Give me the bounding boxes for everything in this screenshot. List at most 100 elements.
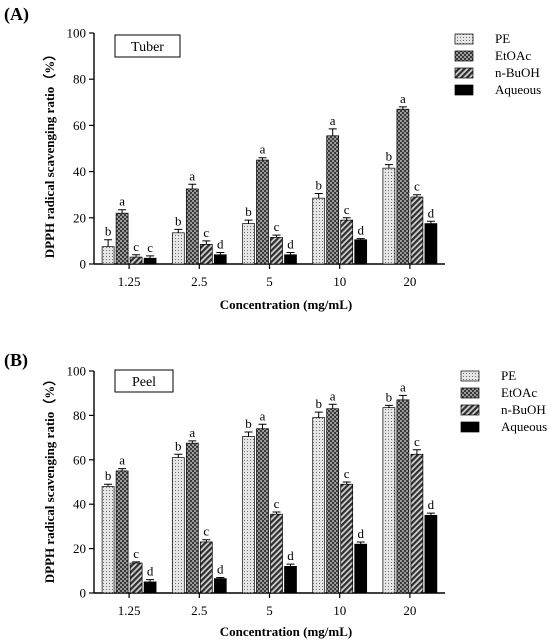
legend-label: Aqueous <box>501 419 547 434</box>
x-tick-label: 10 <box>333 603 346 618</box>
significance-letter: c <box>133 239 139 254</box>
x-tick-label: 20 <box>403 603 416 618</box>
error-bar <box>342 481 351 485</box>
significance-letter: a <box>260 142 266 157</box>
x-tick-label: 10 <box>333 274 346 289</box>
error-bar <box>286 563 295 567</box>
bar-etoac <box>185 188 199 265</box>
bar-pe <box>242 436 255 594</box>
significance-letter: a <box>260 408 266 423</box>
bar-pe <box>242 223 255 265</box>
error-bar <box>328 128 337 136</box>
error-bar <box>426 512 435 516</box>
x-tick-label: 20 <box>403 274 416 289</box>
y-tick-label: 80 <box>73 408 86 423</box>
box-label-text-a: Tuber <box>131 40 164 55</box>
bar-pe <box>312 417 326 594</box>
bar-n-buoh <box>410 196 424 265</box>
legend-swatch <box>460 421 480 433</box>
significance-letter: a <box>119 453 125 468</box>
significance-letter: b <box>175 438 182 453</box>
x-tick-label: 2.5 <box>191 603 207 618</box>
legend-label: n-BuOH <box>501 402 546 417</box>
y-tick-label: 20 <box>73 210 86 225</box>
bar-aqueous <box>354 543 368 594</box>
error-bar <box>258 423 267 429</box>
significance-letter: a <box>119 194 125 209</box>
significance-letter: b <box>315 396 322 411</box>
bar-pe <box>382 167 396 265</box>
error-bar <box>174 453 183 458</box>
panel-label-b: (B) <box>4 350 28 371</box>
significance-letter: d <box>357 526 364 541</box>
significance-letter: c <box>344 466 350 481</box>
bar-pe <box>171 457 185 594</box>
error-bar <box>412 194 421 198</box>
bar-n-buoh <box>199 541 213 594</box>
bar-n-buoh <box>129 562 143 594</box>
error-bar <box>272 234 281 238</box>
x-axis-title-a: Concentration (mg/mL) <box>220 297 353 312</box>
error-bar <box>202 539 211 542</box>
panel-tuber: (A) DPPH radical scavenging ratio（%） Con… <box>4 4 541 312</box>
bar-etoac <box>326 135 340 265</box>
legend-swatch <box>460 370 480 382</box>
error-bar <box>118 468 127 471</box>
error-bar <box>104 239 113 247</box>
bar-aqueous <box>143 257 157 265</box>
bar-pe <box>101 486 115 594</box>
bar-etoac <box>256 159 269 265</box>
y-axis-title-b: DPPH radical scavenging ratio（%） <box>42 373 57 584</box>
error-bar <box>216 576 225 579</box>
error-bar <box>272 511 281 515</box>
bar-pe <box>312 197 326 265</box>
y-tick-label: 0 <box>80 586 87 601</box>
box-label-text-b: Peel <box>132 375 156 390</box>
bar-n-buoh <box>340 483 354 594</box>
error-bar <box>104 483 113 487</box>
error-bar <box>202 240 211 245</box>
bar-n-buoh <box>199 244 213 265</box>
significance-letter: c <box>344 202 350 217</box>
legend-swatch <box>460 404 480 416</box>
panel-peel: (B) DPPH radical scavenging ratio（%） Con… <box>4 350 547 639</box>
significance-letter: b <box>105 468 112 483</box>
bar-etoac <box>256 428 269 594</box>
box-label-peel: Peel <box>114 369 174 393</box>
x-tick-label: 1.25 <box>118 274 141 289</box>
legend-swatch <box>460 387 480 399</box>
significance-letter: a <box>189 425 195 440</box>
legend-label: EtOAc <box>495 48 531 63</box>
significance-letter: d <box>287 236 294 251</box>
significance-letter: c <box>203 524 209 539</box>
significance-letter: a <box>400 379 406 394</box>
legend-label: EtOAc <box>501 385 537 400</box>
error-bar <box>188 183 197 189</box>
significance-letter: c <box>203 225 209 240</box>
x-tick-label: 2.5 <box>191 274 207 289</box>
significance-letter: c <box>414 434 420 449</box>
bar-aqueous <box>354 239 368 265</box>
error-bar <box>244 219 253 224</box>
significance-letter: c <box>147 240 153 255</box>
legend-label: n-BuOH <box>495 65 540 80</box>
error-bar <box>146 255 155 259</box>
bar-etoac <box>396 399 410 594</box>
bar-etoac <box>396 108 410 265</box>
significance-letter: a <box>330 113 336 128</box>
significance-letter: b <box>245 416 252 431</box>
error-bar <box>244 431 253 437</box>
bar-aqueous <box>424 514 438 594</box>
y-axis-title-a: DPPH radical scavenging ratio（%） <box>42 48 57 259</box>
legend-swatch <box>454 33 474 45</box>
error-bar <box>356 238 365 240</box>
significance-letter: c <box>414 179 420 194</box>
legend-swatch <box>454 50 474 62</box>
error-bar <box>132 254 141 258</box>
y-tick-label: 40 <box>73 497 86 512</box>
y-tick-label: 80 <box>73 72 86 87</box>
significance-letter: c <box>274 496 280 511</box>
y-tick-label: 60 <box>73 118 86 133</box>
